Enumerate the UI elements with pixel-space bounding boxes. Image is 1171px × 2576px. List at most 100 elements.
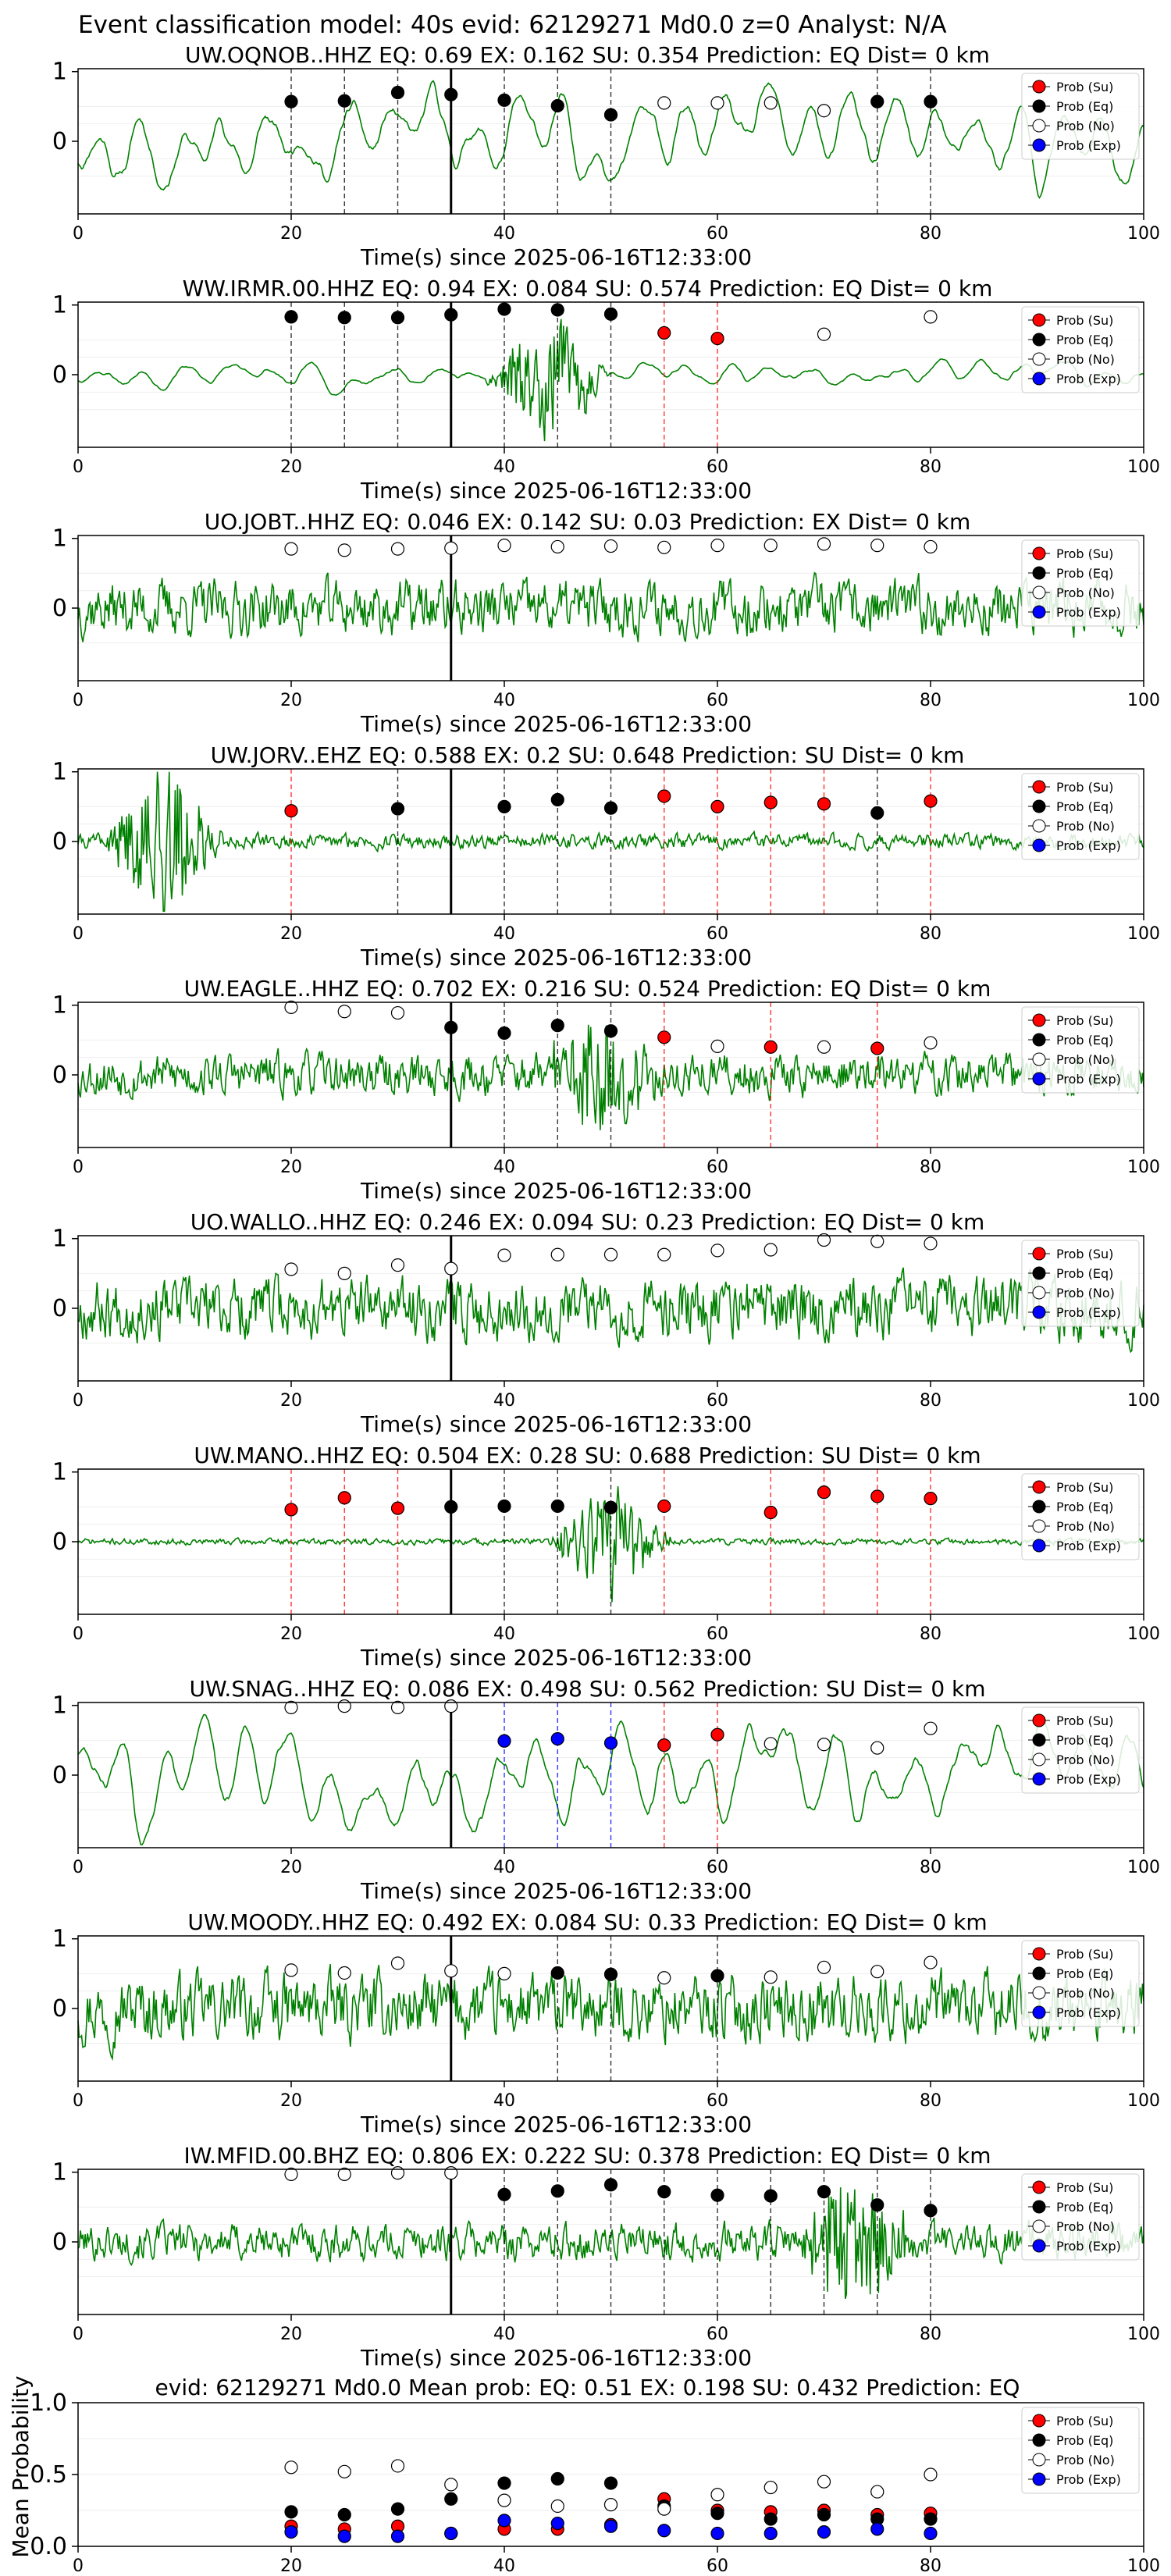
prob-marker-no: [870, 1234, 884, 1248]
legend-box: [1021, 2173, 1140, 2261]
legend-marker-su: [1032, 80, 1046, 94]
waveform-trace: [77, 571, 1144, 642]
legend-label-exp: Prob (Exp): [1056, 138, 1121, 153]
prob-marker-no: [390, 2166, 405, 2180]
station-panel-8: UW.MOODY..HHZ EQ: 0.492 EX: 0.084 SU: 0.…: [52, 1909, 1160, 2137]
legend-marker-no: [1032, 1752, 1046, 1767]
legend-marker-no: [1032, 819, 1046, 833]
legend-marker-no: [1032, 119, 1046, 133]
mean-marker-exp: [924, 2526, 938, 2541]
legend-marker-eq: [1032, 1966, 1046, 1980]
legend-label-no: Prob (No): [1056, 1752, 1115, 1767]
legend-label-su: Prob (Su): [1056, 1713, 1113, 1728]
station-panel-3: UW.JORV..EHZ EQ: 0.588 EX: 0.2 SU: 0.648…: [52, 742, 1160, 970]
x-tick-label: 60: [707, 2556, 728, 2576]
station-panel-7: UW.SNAG..HHZ EQ: 0.086 EX: 0.498 SU: 0.5…: [52, 1676, 1160, 1904]
panel-title: UW.EAGLE..HHZ EQ: 0.702 EX: 0.216 SU: 0.…: [184, 976, 991, 1002]
x-tick-label: 0: [73, 224, 84, 244]
station-panel-0: UW.OQNOB..HHZ EQ: 0.69 EX: 0.162 SU: 0.3…: [52, 42, 1160, 270]
mean-marker-eq: [710, 2507, 724, 2521]
prob-marker-no: [870, 539, 884, 553]
prob-marker-no: [817, 537, 831, 551]
x-tick-label: 80: [920, 2091, 941, 2111]
y-tick-label: 0.0: [30, 2533, 67, 2560]
x-tick-label: 0: [73, 1858, 84, 1877]
prob-marker-eq: [497, 1499, 511, 1514]
legend-label-exp: Prob (Exp): [1056, 372, 1121, 386]
x-tick-label: 0: [73, 2091, 84, 2111]
y-tick-label: 1: [52, 1226, 67, 1253]
prob-marker-su: [763, 1040, 778, 1054]
legend-label-su: Prob (Su): [1056, 2180, 1113, 2195]
x-tick-label: 40: [493, 224, 515, 244]
mean-marker-no: [390, 2459, 405, 2473]
prob-marker-no: [763, 1243, 778, 1257]
legend-label-exp: Prob (Exp): [1056, 2472, 1121, 2487]
prob-marker-su: [390, 1501, 405, 1515]
prob-marker-no: [284, 1700, 298, 1714]
prob-marker-su: [657, 1030, 671, 1044]
x-tick-label: 40: [493, 1624, 515, 1644]
legend-label-eq: Prob (Eq): [1056, 1266, 1113, 1281]
x-tick-label: 80: [920, 691, 941, 710]
x-axis-label: Time(s) since 2025-06-16T12:33:00: [360, 2345, 752, 2371]
legend-box: [1021, 1473, 1140, 1560]
legend-label-su: Prob (Su): [1056, 2414, 1113, 2428]
prob-marker-su: [337, 1491, 351, 1505]
mean-marker-exp: [337, 2529, 351, 2543]
y-tick-label: 1: [52, 1459, 67, 1486]
legend-marker-eq: [1032, 566, 1046, 580]
prob-marker-su: [710, 799, 724, 813]
x-tick-label: 100: [1127, 2556, 1160, 2576]
legend-marker-su: [1032, 546, 1046, 560]
prob-marker-su: [284, 804, 298, 818]
prob-marker-no: [924, 1236, 938, 1251]
legend-marker-exp: [1032, 2472, 1046, 2486]
mean-marker-eq: [337, 2507, 351, 2522]
mean-marker-eq: [550, 2471, 564, 2486]
legend-marker-eq: [1032, 1500, 1046, 1514]
prob-marker-no: [710, 96, 724, 110]
x-tick-label: 20: [280, 1391, 302, 1411]
prob-marker-no: [444, 1261, 458, 1276]
prob-marker-no: [763, 1970, 778, 1984]
legend-marker-eq: [1032, 1033, 1046, 1047]
legend-label-eq: Prob (Eq): [1056, 333, 1113, 347]
prob-marker-no: [817, 1738, 831, 1752]
y-tick-label: 0: [52, 361, 67, 389]
prob-marker-eq: [550, 1499, 564, 1514]
prob-marker-exp: [550, 1731, 564, 1746]
legend-label-su: Prob (Su): [1056, 1480, 1113, 1495]
panel-title: UW.OQNOB..HHZ EQ: 0.69 EX: 0.162 SU: 0.3…: [185, 42, 990, 68]
waveform-trace: [77, 1024, 1144, 1130]
mean-marker-no: [763, 2480, 778, 2495]
prob-marker-eq: [817, 2185, 831, 2199]
x-tick-label: 0: [73, 2556, 84, 2576]
prob-marker-eq: [870, 806, 884, 820]
prob-marker-no: [924, 1721, 938, 1735]
y-tick-label: 0: [52, 1295, 67, 1322]
y-axis-label: Mean Probability: [8, 2375, 34, 2557]
mean-marker-no: [284, 2460, 298, 2475]
y-tick-label: 0: [52, 828, 67, 856]
x-tick-label: 100: [1127, 224, 1160, 244]
prob-marker-su: [870, 1041, 884, 1055]
waveform-trace: [77, 1963, 1144, 2062]
y-tick-label: 1.0: [30, 2389, 67, 2417]
legend-label-eq: Prob (Eq): [1056, 1733, 1113, 1748]
legend-box: [1021, 773, 1140, 860]
x-tick-label: 20: [280, 2325, 302, 2344]
prob-marker-eq: [444, 308, 458, 322]
prob-marker-eq: [603, 108, 618, 122]
legend-label-eq: Prob (Eq): [1056, 2433, 1113, 2448]
legend-label-no: Prob (No): [1056, 119, 1115, 133]
prob-marker-no: [870, 1965, 884, 1979]
x-tick-label: 20: [280, 2556, 302, 2576]
prob-marker-eq: [284, 310, 298, 324]
prob-marker-eq: [710, 1969, 724, 1983]
mean-marker-eq: [603, 2476, 618, 2490]
prob-marker-no: [284, 2167, 298, 2181]
prob-marker-su: [710, 331, 724, 346]
prob-marker-eq: [710, 2188, 724, 2202]
panel-title: IW.MFID.00.BHZ EQ: 0.806 EX: 0.222 SU: 0…: [183, 2143, 991, 2169]
